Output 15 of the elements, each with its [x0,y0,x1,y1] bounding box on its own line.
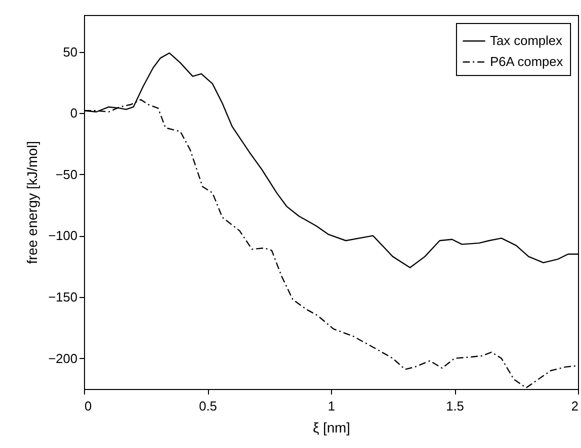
x-tick-label: 1 [328,398,336,414]
legend-label: P6A compex [490,54,564,69]
y-tick-label: −200 [48,350,78,366]
y-tick-label: −100 [48,228,78,244]
y-tick-label: 0 [70,106,78,121]
y-tick-label: 50 [63,44,78,60]
y-tick-label: −50 [55,166,78,182]
x-tick-label: 2 [571,398,578,414]
x-tick-label: 0.5 [198,398,218,414]
y-tick-label: −150 [48,290,78,305]
x-tick-label: 0 [84,398,92,414]
x-tick-label: 1.5 [446,398,464,414]
x-axis-title: ξ [nm] [312,420,350,436]
y-axis-title: free energy [kJ/mol] [24,141,40,264]
legend-label: Tax complex [490,33,563,48]
